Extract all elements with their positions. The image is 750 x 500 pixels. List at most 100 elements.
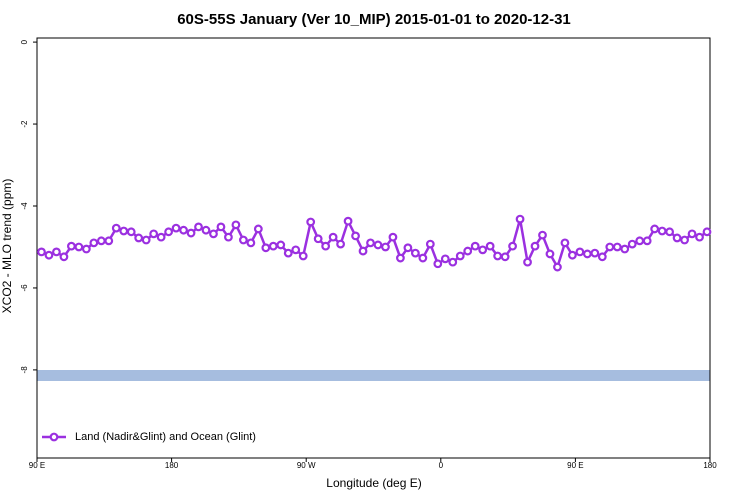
point bbox=[657, 226, 667, 236]
point bbox=[298, 251, 308, 261]
point bbox=[104, 236, 114, 246]
point bbox=[283, 248, 293, 258]
point bbox=[381, 242, 390, 252]
y-tick-label: -2 bbox=[20, 120, 29, 128]
point bbox=[366, 238, 375, 248]
point bbox=[313, 234, 323, 244]
point bbox=[253, 224, 263, 234]
point bbox=[52, 247, 61, 257]
point bbox=[425, 239, 435, 249]
point bbox=[59, 252, 69, 262]
point bbox=[231, 220, 241, 230]
point bbox=[119, 226, 129, 236]
point bbox=[111, 223, 121, 233]
point bbox=[612, 242, 622, 252]
point bbox=[665, 227, 675, 237]
legend-marker bbox=[49, 432, 59, 442]
legend-label: Land (Nadir&Glint) and Ocean (Glint) bbox=[75, 431, 256, 443]
point bbox=[373, 240, 383, 250]
point bbox=[650, 224, 660, 234]
point bbox=[81, 244, 91, 254]
chart-title: 60S-55S January (Ver 10_MIP) 2015-01-01 … bbox=[177, 11, 571, 28]
y-tick-label: -6 bbox=[20, 284, 29, 292]
point bbox=[96, 236, 106, 246]
point bbox=[164, 227, 174, 237]
point bbox=[410, 248, 420, 258]
point bbox=[321, 241, 331, 251]
point bbox=[268, 241, 278, 251]
point bbox=[500, 252, 510, 262]
point bbox=[343, 216, 353, 226]
point bbox=[66, 241, 76, 251]
point bbox=[358, 246, 368, 256]
point bbox=[620, 244, 630, 254]
point bbox=[156, 232, 166, 242]
x-tick-label: 180 bbox=[165, 461, 179, 470]
point bbox=[545, 249, 555, 259]
point bbox=[680, 235, 689, 245]
point bbox=[575, 247, 585, 257]
x-tick-label: 180 bbox=[703, 461, 717, 470]
point bbox=[448, 257, 458, 267]
point bbox=[455, 251, 465, 261]
point bbox=[201, 225, 211, 235]
point bbox=[463, 246, 473, 256]
point bbox=[605, 242, 615, 252]
point bbox=[627, 239, 637, 249]
point bbox=[515, 214, 525, 224]
point bbox=[695, 232, 704, 242]
y-tick-label: 0 bbox=[20, 39, 29, 44]
point bbox=[702, 227, 712, 237]
point bbox=[216, 222, 226, 232]
y-tick-label: -8 bbox=[20, 366, 29, 374]
x-tick-label: 90 W bbox=[297, 461, 316, 470]
point bbox=[590, 248, 600, 258]
point bbox=[328, 232, 338, 242]
point bbox=[209, 229, 218, 239]
point bbox=[141, 235, 151, 245]
point bbox=[224, 232, 233, 242]
point bbox=[485, 241, 495, 251]
x-tick-label: 90 E bbox=[567, 461, 583, 470]
point bbox=[478, 245, 488, 255]
x-axis-label: Longitude (deg E) bbox=[326, 476, 421, 490]
coverage-band bbox=[37, 370, 710, 381]
point bbox=[635, 236, 645, 246]
point bbox=[388, 232, 398, 242]
point bbox=[553, 262, 562, 272]
x-tick-label: 0 bbox=[439, 461, 444, 470]
point bbox=[508, 241, 517, 251]
point bbox=[530, 241, 540, 251]
point bbox=[89, 238, 99, 248]
point bbox=[261, 243, 271, 253]
point bbox=[433, 259, 443, 269]
point bbox=[351, 231, 360, 241]
point bbox=[336, 239, 345, 249]
point bbox=[560, 238, 570, 248]
y-tick-label: -4 bbox=[20, 202, 29, 210]
point bbox=[134, 233, 144, 243]
point bbox=[440, 254, 450, 264]
point bbox=[523, 257, 532, 267]
point bbox=[149, 229, 159, 239]
x-tick-label: 90 E bbox=[29, 461, 45, 470]
point bbox=[276, 240, 286, 250]
point bbox=[672, 233, 682, 243]
plot-frame bbox=[36, 37, 711, 459]
point bbox=[306, 217, 316, 227]
point bbox=[171, 223, 181, 233]
point bbox=[37, 247, 46, 257]
point bbox=[538, 230, 547, 240]
point bbox=[687, 229, 697, 239]
point bbox=[642, 236, 652, 246]
point bbox=[597, 252, 607, 262]
point bbox=[238, 235, 248, 245]
point bbox=[179, 225, 188, 235]
point bbox=[493, 251, 503, 261]
point bbox=[470, 241, 480, 251]
point bbox=[246, 238, 256, 248]
point bbox=[291, 245, 301, 255]
point bbox=[126, 227, 136, 237]
y-axis-label: XCO2 - MLO trend (ppm) bbox=[0, 179, 14, 314]
